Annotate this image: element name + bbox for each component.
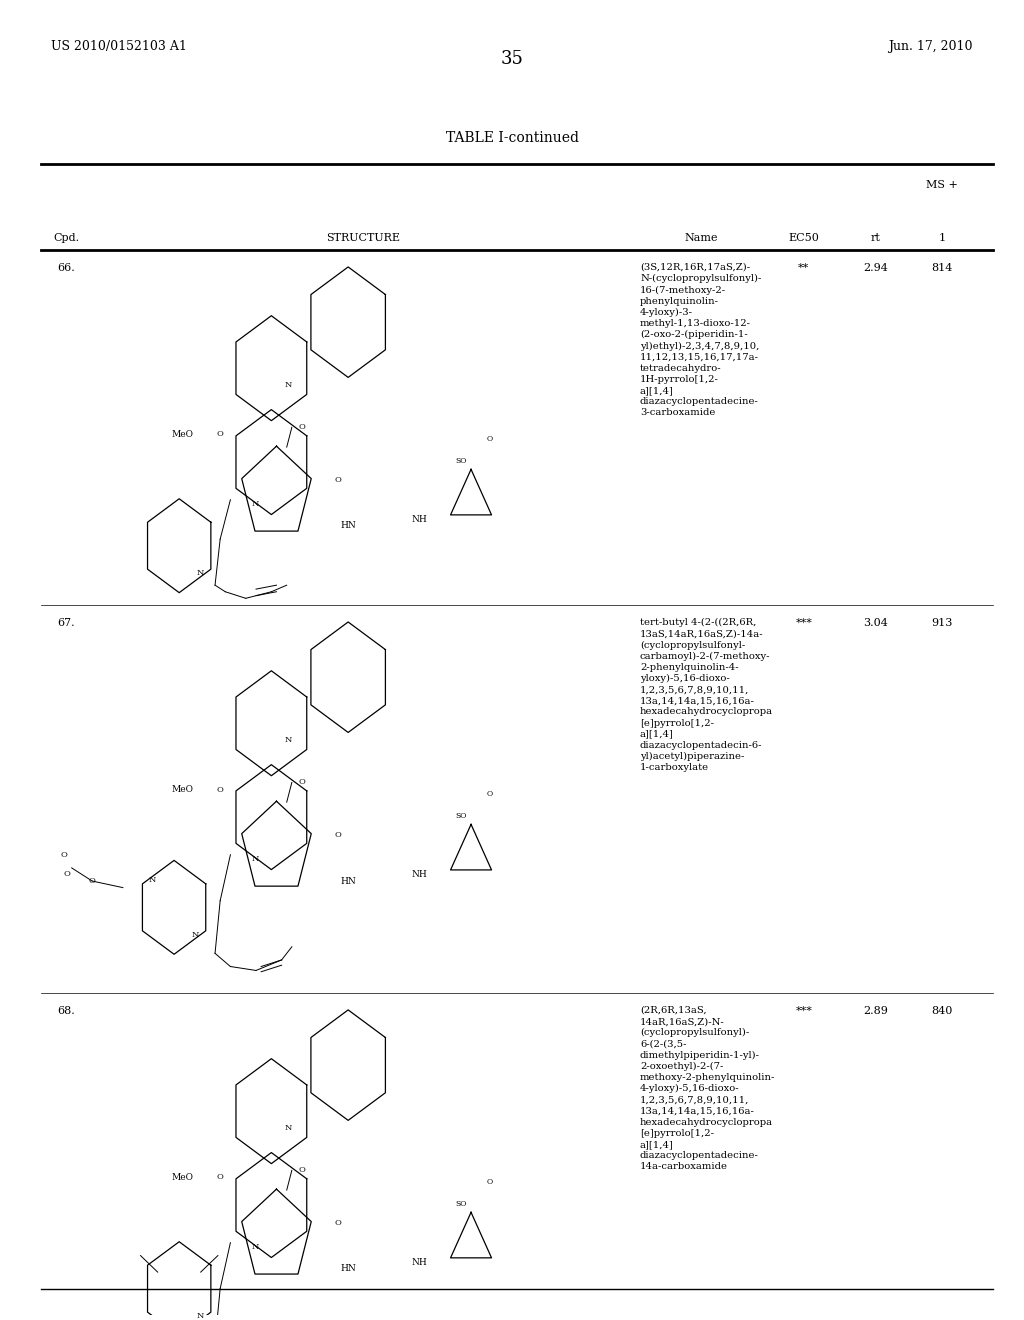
Text: HN: HN <box>340 521 356 531</box>
Text: O: O <box>216 785 223 793</box>
Text: ***: *** <box>796 618 812 628</box>
Text: N: N <box>285 380 292 389</box>
Text: MeO: MeO <box>172 785 194 795</box>
Text: 913: 913 <box>932 618 952 628</box>
Text: O: O <box>216 430 223 438</box>
Text: O: O <box>60 850 67 859</box>
Text: N: N <box>251 855 259 863</box>
Text: 2.94: 2.94 <box>863 263 888 273</box>
Text: tert-butyl 4-(2-((2R,6R,
13aS,14aR,16aS,Z)-14a-
(cyclopropylsulfonyl-
carbamoyl): tert-butyl 4-(2-((2R,6R, 13aS,14aR,16aS,… <box>640 618 773 772</box>
Text: MeO: MeO <box>172 430 194 440</box>
Text: TABLE I-continued: TABLE I-continued <box>445 131 579 145</box>
Text: O: O <box>216 1173 223 1181</box>
Text: HN: HN <box>340 1265 356 1274</box>
Text: O: O <box>299 424 305 432</box>
Text: N: N <box>148 875 157 883</box>
Text: O: O <box>299 1167 305 1175</box>
Text: O: O <box>299 779 305 787</box>
Text: Jun. 17, 2010: Jun. 17, 2010 <box>888 40 973 53</box>
Text: (2R,6R,13aS,
14aR,16aS,Z)-N-
(cyclopropylsulfonyl)-
6-(2-(3,5-
dimethylpiperidin: (2R,6R,13aS, 14aR,16aS,Z)-N- (cyclopropy… <box>640 1006 775 1171</box>
Text: (3S,12R,16R,17aS,Z)-
N-(cyclopropylsulfonyl)-
16-(7-methoxy-2-
phenylquinolin-
4: (3S,12R,16R,17aS,Z)- N-(cyclopropylsulfo… <box>640 263 762 417</box>
Text: **: ** <box>799 263 809 273</box>
Text: 67.: 67. <box>57 618 76 628</box>
Text: N: N <box>251 500 259 508</box>
Text: O: O <box>486 789 493 799</box>
Text: NH: NH <box>412 870 428 879</box>
Text: N: N <box>285 735 292 743</box>
Text: STRUCTURE: STRUCTURE <box>327 234 400 243</box>
Text: NH: NH <box>412 515 428 524</box>
Text: SO: SO <box>455 1200 467 1208</box>
Text: 68.: 68. <box>57 1006 76 1016</box>
Text: HN: HN <box>340 876 356 886</box>
Text: N: N <box>285 1123 292 1131</box>
Text: SO: SO <box>455 457 467 465</box>
Text: MeO: MeO <box>172 1173 194 1181</box>
Text: US 2010/0152103 A1: US 2010/0152103 A1 <box>51 40 187 53</box>
Text: Name: Name <box>685 234 718 243</box>
Text: 66.: 66. <box>57 263 76 273</box>
Text: N: N <box>197 569 205 577</box>
Text: EC50: EC50 <box>788 234 819 243</box>
Text: O: O <box>63 870 70 879</box>
Text: O: O <box>335 1218 341 1226</box>
Text: 35: 35 <box>501 50 523 69</box>
Text: O: O <box>335 832 341 840</box>
Text: SO: SO <box>455 812 467 820</box>
Text: N: N <box>191 931 200 939</box>
Text: N: N <box>251 1243 259 1251</box>
Text: MS +: MS + <box>926 180 958 190</box>
Text: 3.04: 3.04 <box>863 618 888 628</box>
Text: 840: 840 <box>932 1006 952 1016</box>
Text: ***: *** <box>796 1006 812 1016</box>
Text: 814: 814 <box>932 263 952 273</box>
Text: 1: 1 <box>939 234 945 243</box>
Text: O: O <box>486 1177 493 1185</box>
Text: O: O <box>335 477 341 484</box>
Text: NH: NH <box>412 1258 428 1267</box>
Text: Cpd.: Cpd. <box>53 234 80 243</box>
Text: rt: rt <box>870 234 881 243</box>
Text: 2.89: 2.89 <box>863 1006 888 1016</box>
Text: O: O <box>486 436 493 444</box>
Text: O: O <box>89 876 95 884</box>
Text: N: N <box>197 1312 205 1320</box>
